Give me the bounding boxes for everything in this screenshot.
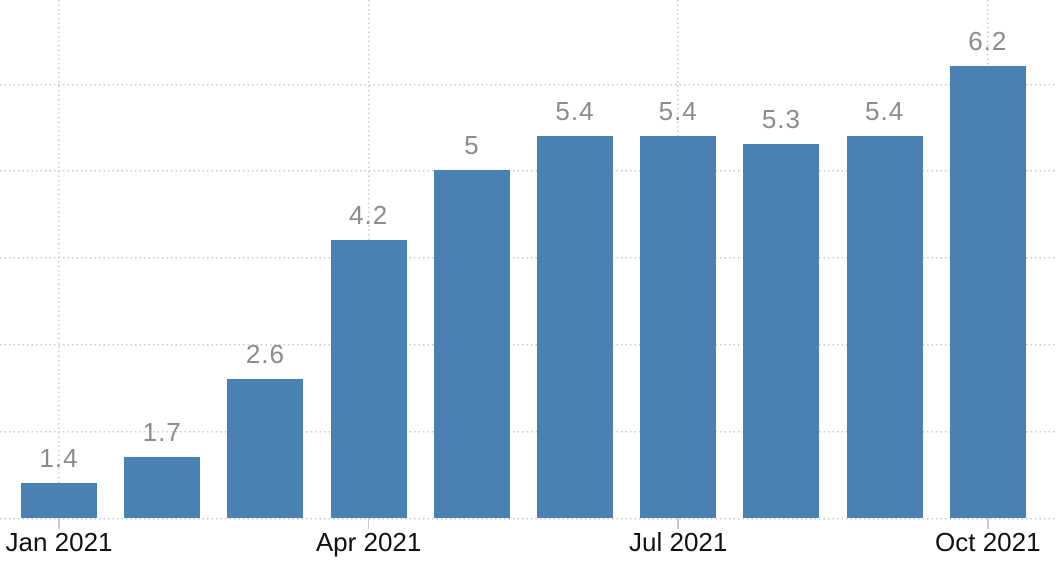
x-axis-tick-mark — [58, 518, 60, 529]
horizontal-gridline — [0, 83, 1056, 86]
x-axis-baseline — [0, 518, 1056, 520]
bar-value-label: 4.2 — [349, 199, 389, 230]
bar-value-label: 5.3 — [761, 104, 801, 135]
horizontal-gridline — [0, 431, 1056, 434]
horizontal-gridline — [0, 170, 1056, 173]
bar-value-label: 2.6 — [245, 338, 285, 369]
bar — [227, 378, 304, 518]
bar-value-label: 5 — [464, 130, 480, 161]
x-axis-tick-label: Jul 2021 — [629, 527, 728, 557]
bar-value-label: 5.4 — [555, 95, 595, 126]
bar — [21, 483, 97, 518]
x-axis-tick-mark — [987, 518, 989, 529]
vertical-gridline — [58, 0, 61, 518]
bar — [846, 135, 923, 518]
horizontal-gridline — [0, 257, 1056, 260]
bar — [949, 66, 1026, 518]
bar — [743, 144, 820, 518]
bar-value-label: 1.4 — [39, 443, 79, 474]
bar-value-label: 5.4 — [658, 95, 698, 126]
horizontal-gridline — [0, 344, 1056, 347]
bar — [537, 135, 613, 518]
x-axis-tick-mark — [367, 518, 370, 529]
bar — [124, 457, 201, 518]
x-axis-tick-label: Jan 2021 — [5, 527, 113, 557]
x-axis-tick-mark — [677, 518, 679, 529]
bar — [640, 135, 717, 518]
x-axis-tick-label: Apr 2021 — [315, 527, 422, 557]
bar-value-label: 6.2 — [968, 26, 1008, 57]
bar — [330, 239, 407, 518]
bar-value-label: 5.4 — [865, 95, 905, 126]
bar — [433, 170, 510, 518]
x-axis-tick-label: Oct 2021 — [935, 527, 1041, 557]
bar-value-label: 1.7 — [142, 417, 182, 448]
